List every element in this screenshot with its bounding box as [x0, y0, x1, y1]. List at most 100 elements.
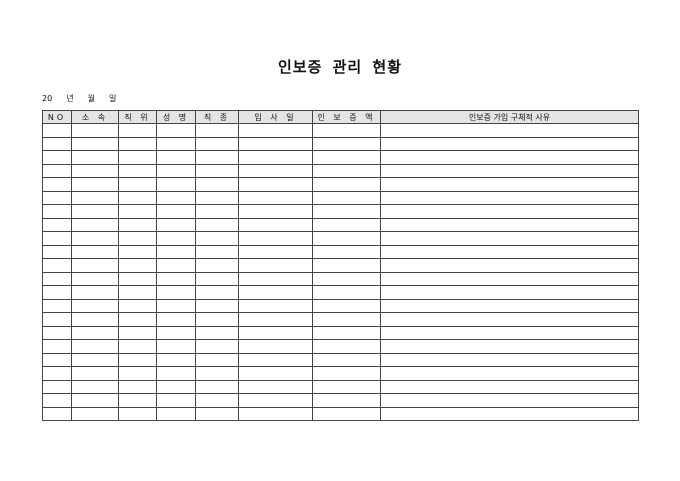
table-cell[interactable]	[42, 190, 72, 205]
table-cell[interactable]	[380, 150, 639, 165]
table-cell[interactable]	[118, 204, 157, 219]
table-cell[interactable]	[71, 163, 119, 178]
table-cell[interactable]	[156, 325, 196, 340]
table-cell[interactable]	[380, 271, 639, 286]
table-cell[interactable]	[195, 177, 239, 192]
table-cell[interactable]	[42, 406, 72, 421]
table-cell[interactable]	[195, 163, 239, 178]
table-cell[interactable]	[71, 406, 119, 421]
table-cell[interactable]	[195, 258, 239, 273]
table-cell[interactable]	[42, 177, 72, 192]
table-cell[interactable]	[380, 352, 639, 367]
table-cell[interactable]	[195, 136, 239, 151]
table-cell[interactable]	[42, 352, 72, 367]
table-cell[interactable]	[312, 406, 381, 421]
table-cell[interactable]	[238, 123, 313, 138]
table-cell[interactable]	[380, 177, 639, 192]
table-cell[interactable]	[118, 190, 157, 205]
table-cell[interactable]	[380, 258, 639, 273]
table-cell[interactable]	[312, 271, 381, 286]
table-cell[interactable]	[71, 123, 119, 138]
table-cell[interactable]	[118, 298, 157, 313]
table-cell[interactable]	[380, 136, 639, 151]
table-cell[interactable]	[42, 285, 72, 300]
table-cell[interactable]	[156, 393, 196, 408]
table-cell[interactable]	[42, 298, 72, 313]
table-cell[interactable]	[195, 325, 239, 340]
table-cell[interactable]	[312, 190, 381, 205]
table-cell[interactable]	[380, 204, 639, 219]
table-cell[interactable]	[380, 163, 639, 178]
table-cell[interactable]	[380, 123, 639, 138]
table-cell[interactable]	[118, 379, 157, 394]
table-cell[interactable]	[238, 406, 313, 421]
table-cell[interactable]	[42, 258, 72, 273]
table-cell[interactable]	[238, 393, 313, 408]
table-cell[interactable]	[118, 366, 157, 381]
table-cell[interactable]	[195, 231, 239, 246]
table-cell[interactable]	[42, 312, 72, 327]
table-cell[interactable]	[380, 190, 639, 205]
table-cell[interactable]	[195, 271, 239, 286]
table-cell[interactable]	[42, 123, 72, 138]
table-cell[interactable]	[118, 150, 157, 165]
table-cell[interactable]	[118, 393, 157, 408]
table-cell[interactable]	[380, 339, 639, 354]
table-cell[interactable]	[312, 150, 381, 165]
table-cell[interactable]	[42, 271, 72, 286]
table-cell[interactable]	[156, 285, 196, 300]
table-cell[interactable]	[156, 339, 196, 354]
table-cell[interactable]	[238, 136, 313, 151]
table-cell[interactable]	[118, 406, 157, 421]
table-cell[interactable]	[312, 285, 381, 300]
table-cell[interactable]	[238, 325, 313, 340]
table-cell[interactable]	[195, 244, 239, 259]
table-cell[interactable]	[380, 325, 639, 340]
table-cell[interactable]	[238, 271, 313, 286]
table-cell[interactable]	[380, 379, 639, 394]
table-cell[interactable]	[156, 190, 196, 205]
table-cell[interactable]	[71, 177, 119, 192]
table-cell[interactable]	[42, 379, 72, 394]
table-cell[interactable]	[312, 231, 381, 246]
table-cell[interactable]	[380, 298, 639, 313]
table-cell[interactable]	[312, 352, 381, 367]
table-cell[interactable]	[156, 136, 196, 151]
table-cell[interactable]	[71, 366, 119, 381]
table-cell[interactable]	[118, 312, 157, 327]
table-cell[interactable]	[71, 325, 119, 340]
table-cell[interactable]	[118, 136, 157, 151]
table-cell[interactable]	[118, 123, 157, 138]
table-cell[interactable]	[118, 163, 157, 178]
table-cell[interactable]	[380, 244, 639, 259]
table-cell[interactable]	[195, 393, 239, 408]
table-cell[interactable]	[156, 366, 196, 381]
table-cell[interactable]	[42, 231, 72, 246]
table-cell[interactable]	[312, 298, 381, 313]
table-cell[interactable]	[42, 217, 72, 232]
table-cell[interactable]	[312, 177, 381, 192]
table-cell[interactable]	[195, 190, 239, 205]
table-cell[interactable]	[380, 406, 639, 421]
table-cell[interactable]	[118, 325, 157, 340]
table-cell[interactable]	[156, 217, 196, 232]
table-cell[interactable]	[195, 298, 239, 313]
table-cell[interactable]	[118, 339, 157, 354]
table-cell[interactable]	[71, 244, 119, 259]
table-cell[interactable]	[195, 150, 239, 165]
table-cell[interactable]	[238, 204, 313, 219]
table-cell[interactable]	[380, 312, 639, 327]
table-cell[interactable]	[195, 204, 239, 219]
table-cell[interactable]	[42, 163, 72, 178]
table-cell[interactable]	[312, 123, 381, 138]
table-cell[interactable]	[195, 285, 239, 300]
table-cell[interactable]	[156, 298, 196, 313]
table-cell[interactable]	[71, 298, 119, 313]
table-cell[interactable]	[195, 352, 239, 367]
table-cell[interactable]	[195, 123, 239, 138]
table-cell[interactable]	[238, 379, 313, 394]
table-cell[interactable]	[312, 325, 381, 340]
table-cell[interactable]	[195, 312, 239, 327]
table-cell[interactable]	[312, 163, 381, 178]
table-cell[interactable]	[156, 150, 196, 165]
